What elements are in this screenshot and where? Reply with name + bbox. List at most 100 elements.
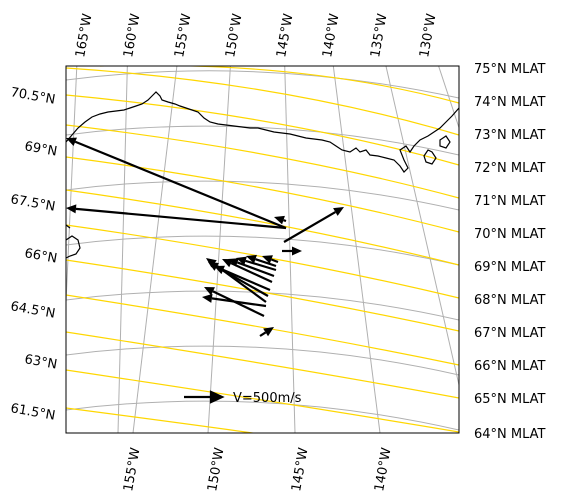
- vector-shaft: [230, 262, 273, 283]
- mlat-contour-75n: [100, 66, 459, 104]
- top-longitude-labels: 165°W 160°W 155°W 150°W 145°W 140°W 135°…: [73, 12, 439, 58]
- left-latitude-labels: 70.5°N 69°N 67.5°N 66°N 64.5°N 63°N 61.5…: [9, 85, 58, 424]
- mlat-label: 74°N MLAT: [474, 95, 546, 110]
- left-lat-label: 67.5°N: [9, 192, 56, 215]
- map-frame: [65, 65, 460, 434]
- velocity-vector: [236, 256, 277, 272]
- mlat-contour-65n: [66, 369, 459, 433]
- right-mlat-labels: 75°N MLAT 74°N MLAT 73°N MLAT 72°N MLAT …: [474, 62, 546, 442]
- vector-shaft: [212, 290, 265, 317]
- vector-head: [228, 258, 239, 267]
- top-lon-label: 145°W: [274, 12, 296, 58]
- meridian-135w: [385, 66, 459, 388]
- vector-shaft: [211, 297, 267, 308]
- bottom-longitude-labels: 155°W 150°W 145°W 140°W: [121, 446, 394, 492]
- meridian-130w: [438, 66, 459, 130]
- island-a: [423, 149, 437, 165]
- north-coastline: [66, 91, 459, 173]
- mlat-contour-72n: [66, 124, 459, 199]
- vector-shaft: [222, 268, 271, 292]
- coastline: [66, 91, 459, 259]
- top-lon-label: 130°W: [417, 12, 439, 58]
- parallel-61-5n: [66, 400, 459, 431]
- latitude-gridlines: [66, 70, 459, 431]
- velocity-vector: [246, 254, 277, 268]
- mlat-contour-74n: [66, 67, 459, 136]
- top-lon-label: 155°W: [172, 12, 194, 58]
- left-lat-label: 66°N: [23, 246, 58, 266]
- parallel-67-5n: [66, 180, 459, 211]
- left-lat-label: 61.5°N: [9, 401, 56, 424]
- mlat-label: 69°N MLAT: [474, 260, 546, 275]
- parallel-66n: [66, 235, 459, 266]
- vector-head: [214, 265, 225, 275]
- left-lat-label: 69°N: [23, 139, 58, 159]
- west-coastline: [66, 235, 81, 259]
- meridian-140w: [332, 66, 381, 433]
- vector-shaft: [75, 207, 287, 230]
- meridian-145w: [284, 66, 296, 433]
- mlat-label: 71°N MLAT: [474, 194, 546, 209]
- vector-shaft: [259, 331, 267, 337]
- velocity-vector: [66, 137, 287, 230]
- parallel-63n: [66, 345, 459, 376]
- velocity-vector: [262, 255, 279, 264]
- velocity-vectors: [66, 137, 344, 337]
- mlat-contour-66n: [66, 331, 459, 399]
- vector-head: [204, 287, 215, 296]
- velocity-scale-vector: [184, 390, 225, 404]
- vector-shaft: [270, 258, 279, 264]
- vector-shaft: [245, 259, 277, 272]
- bottom-lon-label: 150°W: [205, 446, 227, 492]
- top-lon-label: 165°W: [73, 12, 95, 58]
- vector-shaft: [74, 140, 287, 230]
- mlat-label: 68°N MLAT: [474, 293, 546, 308]
- vector-head: [236, 256, 247, 266]
- vector-head: [262, 255, 273, 264]
- west-coast-fragment: [66, 224, 71, 229]
- vector-shaft: [283, 211, 336, 243]
- vector-head: [66, 204, 77, 214]
- top-lon-label: 140°W: [320, 12, 342, 58]
- mlat-label: 75°N MLAT: [474, 62, 546, 77]
- vector-head: [66, 137, 77, 146]
- velocity-vector: [204, 287, 265, 317]
- velocity-vector: [282, 246, 302, 256]
- vector-shaft: [236, 261, 275, 278]
- velocity-vector: [66, 204, 287, 230]
- top-lon-label: 160°W: [121, 12, 143, 58]
- parallel-69n: [66, 125, 459, 156]
- vector-head: [246, 254, 257, 264]
- mlat-label: 70°N MLAT: [474, 227, 546, 242]
- scale-arrow-head: [209, 390, 225, 404]
- mlat-label: 67°N MLAT: [474, 326, 546, 341]
- mlat-label: 64°N MLAT: [474, 427, 546, 442]
- vector-head: [292, 246, 302, 256]
- vector-head: [208, 262, 219, 271]
- meridian-160w: [117, 66, 128, 433]
- vector-head: [274, 215, 285, 225]
- meridian-165w: [66, 66, 78, 313]
- bottom-lon-label: 140°W: [372, 446, 394, 492]
- scale-label: V=500m/s: [233, 391, 302, 406]
- meridian-155w: [132, 66, 178, 433]
- mlat-label: 73°N MLAT: [474, 128, 546, 143]
- mlat-contour-70n: [66, 189, 459, 266]
- vector-head: [202, 293, 213, 303]
- vector-head: [263, 327, 274, 337]
- left-lat-label: 70.5°N: [9, 85, 56, 108]
- left-lat-label: 63°N: [23, 352, 58, 372]
- velocity-vector: [202, 293, 267, 308]
- vector-head: [333, 207, 344, 216]
- mlat-label: 72°N MLAT: [474, 161, 546, 176]
- bottom-lon-label: 155°W: [121, 446, 143, 492]
- velocity-vector: [228, 258, 275, 278]
- bottom-lon-label: 145°W: [289, 446, 311, 492]
- island-b: [439, 135, 451, 149]
- vector-shaft: [255, 258, 277, 268]
- top-lon-label: 135°W: [368, 12, 390, 58]
- velocity-vector: [274, 215, 287, 225]
- vector-shaft: [283, 219, 287, 223]
- mlat-label: 65°N MLAT: [474, 392, 546, 407]
